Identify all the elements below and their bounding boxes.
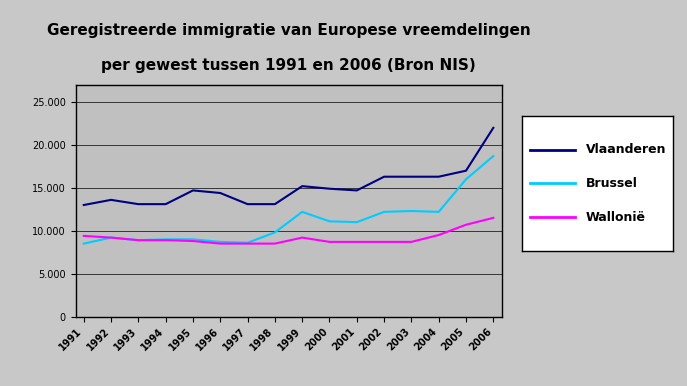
Vlaanderen [107,198,115,202]
Wallonië [107,235,115,240]
Brussel [161,237,170,242]
Brussel [489,154,497,158]
Text: Geregistreerde immigratie van Europese vreemdelingen: Geregistreerde immigratie van Europese v… [47,23,530,38]
Brussel [380,210,388,214]
Brussel [271,230,279,235]
Brussel [435,210,443,214]
Vlaanderen [462,168,470,173]
Vlaanderen [489,125,497,130]
Vlaanderen [161,202,170,207]
Text: Wallonië: Wallonië [585,211,646,223]
Brussel [352,220,361,225]
Text: Vlaanderen: Vlaanderen [585,143,666,156]
Wallonië [216,241,225,246]
Vlaanderen [435,174,443,179]
Wallonië [380,240,388,244]
Vlaanderen [326,186,334,191]
Text: Brussel: Brussel [585,177,638,190]
Brussel [462,177,470,181]
Vlaanderen [243,202,251,207]
Wallonië [435,233,443,237]
Vlaanderen [80,203,88,207]
Brussel [243,240,251,245]
Wallonië [407,240,416,244]
Brussel [298,210,306,214]
Vlaanderen [189,188,197,193]
Brussel [134,238,142,242]
Wallonië [326,240,334,244]
Line: Brussel: Brussel [84,156,493,244]
Vlaanderen [271,202,279,207]
Vlaanderen [380,174,388,179]
Wallonië [271,241,279,246]
Vlaanderen [352,188,361,193]
Wallonië [80,234,88,238]
Brussel [80,241,88,246]
Vlaanderen [298,184,306,188]
Brussel [189,237,197,242]
Line: Wallonië: Wallonië [84,218,493,244]
Wallonië [489,215,497,220]
Wallonië [462,222,470,227]
Wallonië [352,240,361,244]
Wallonië [161,238,170,242]
Wallonië [243,241,251,246]
Brussel [216,240,225,244]
Line: Vlaanderen: Vlaanderen [84,128,493,205]
Wallonië [189,239,197,243]
Brussel [107,235,115,240]
Wallonië [298,235,306,240]
Vlaanderen [407,174,416,179]
Brussel [407,209,416,213]
Vlaanderen [216,191,225,195]
Text: per gewest tussen 1991 en 2006 (Bron NIS): per gewest tussen 1991 en 2006 (Bron NIS… [101,58,476,73]
Wallonië [134,238,142,242]
Brussel [326,219,334,223]
Vlaanderen [134,202,142,207]
